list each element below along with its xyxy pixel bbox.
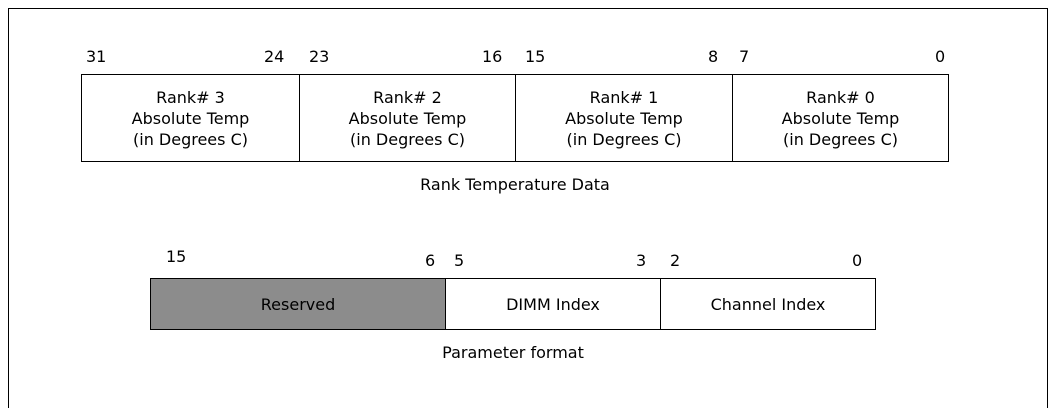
field-label: Rank# 3	[156, 87, 225, 107]
field-label: (in Degrees C)	[566, 129, 682, 149]
bit-label-msb: 15	[166, 247, 187, 266]
field-rank-1: Rank# 1 Absolute Temp (in Degrees C)	[515, 74, 733, 162]
field-label: (in Degrees C)	[133, 129, 248, 149]
bit-label-msb: 31	[86, 47, 107, 66]
register-caption: Rank Temperature Data	[420, 175, 610, 194]
field-label: (in Degrees C)	[350, 129, 465, 149]
bit-label-lsb: 6	[425, 251, 436, 270]
field-reserved: Reserved	[150, 278, 446, 330]
field-label: Rank# 0	[806, 87, 875, 107]
field-label: Absolute Temp	[565, 108, 683, 128]
bit-label-msb: 2	[670, 251, 681, 270]
field-channel-index: Channel Index	[660, 278, 876, 330]
bit-label-lsb: 24	[264, 47, 285, 66]
diagram-frame	[8, 8, 1048, 408]
bit-label-msb: 5	[454, 251, 465, 270]
bit-label-lsb: 8	[708, 47, 719, 66]
field-label: Absolute Temp	[131, 108, 250, 128]
field-label: Absolute Temp	[348, 108, 467, 128]
field-label: Reserved	[260, 294, 336, 314]
field-label: Absolute Temp	[781, 108, 900, 128]
field-label: Channel Index	[710, 294, 826, 314]
field-rank-3: Rank# 3 Absolute Temp (in Degrees C)	[81, 74, 300, 162]
field-label: (in Degrees C)	[783, 129, 898, 149]
bit-label-msb: 7	[739, 47, 750, 66]
bit-label-lsb: 0	[935, 47, 946, 66]
field-dimm-index: DIMM Index	[445, 278, 661, 330]
bit-label-msb: 23	[309, 47, 330, 66]
field-rank-0: Rank# 0 Absolute Temp (in Degrees C)	[732, 74, 949, 162]
field-label: Rank# 1	[589, 87, 659, 107]
field-label: DIMM Index	[506, 294, 600, 314]
bit-label-msb: 15	[525, 47, 546, 66]
bit-label-lsb: 16	[482, 47, 503, 66]
field-rank-2: Rank# 2 Absolute Temp (in Degrees C)	[299, 74, 516, 162]
bit-label-lsb: 3	[636, 251, 647, 270]
field-label: Rank# 2	[373, 87, 442, 107]
register-caption: Parameter format	[442, 343, 584, 362]
bit-label-lsb: 0	[852, 251, 863, 270]
